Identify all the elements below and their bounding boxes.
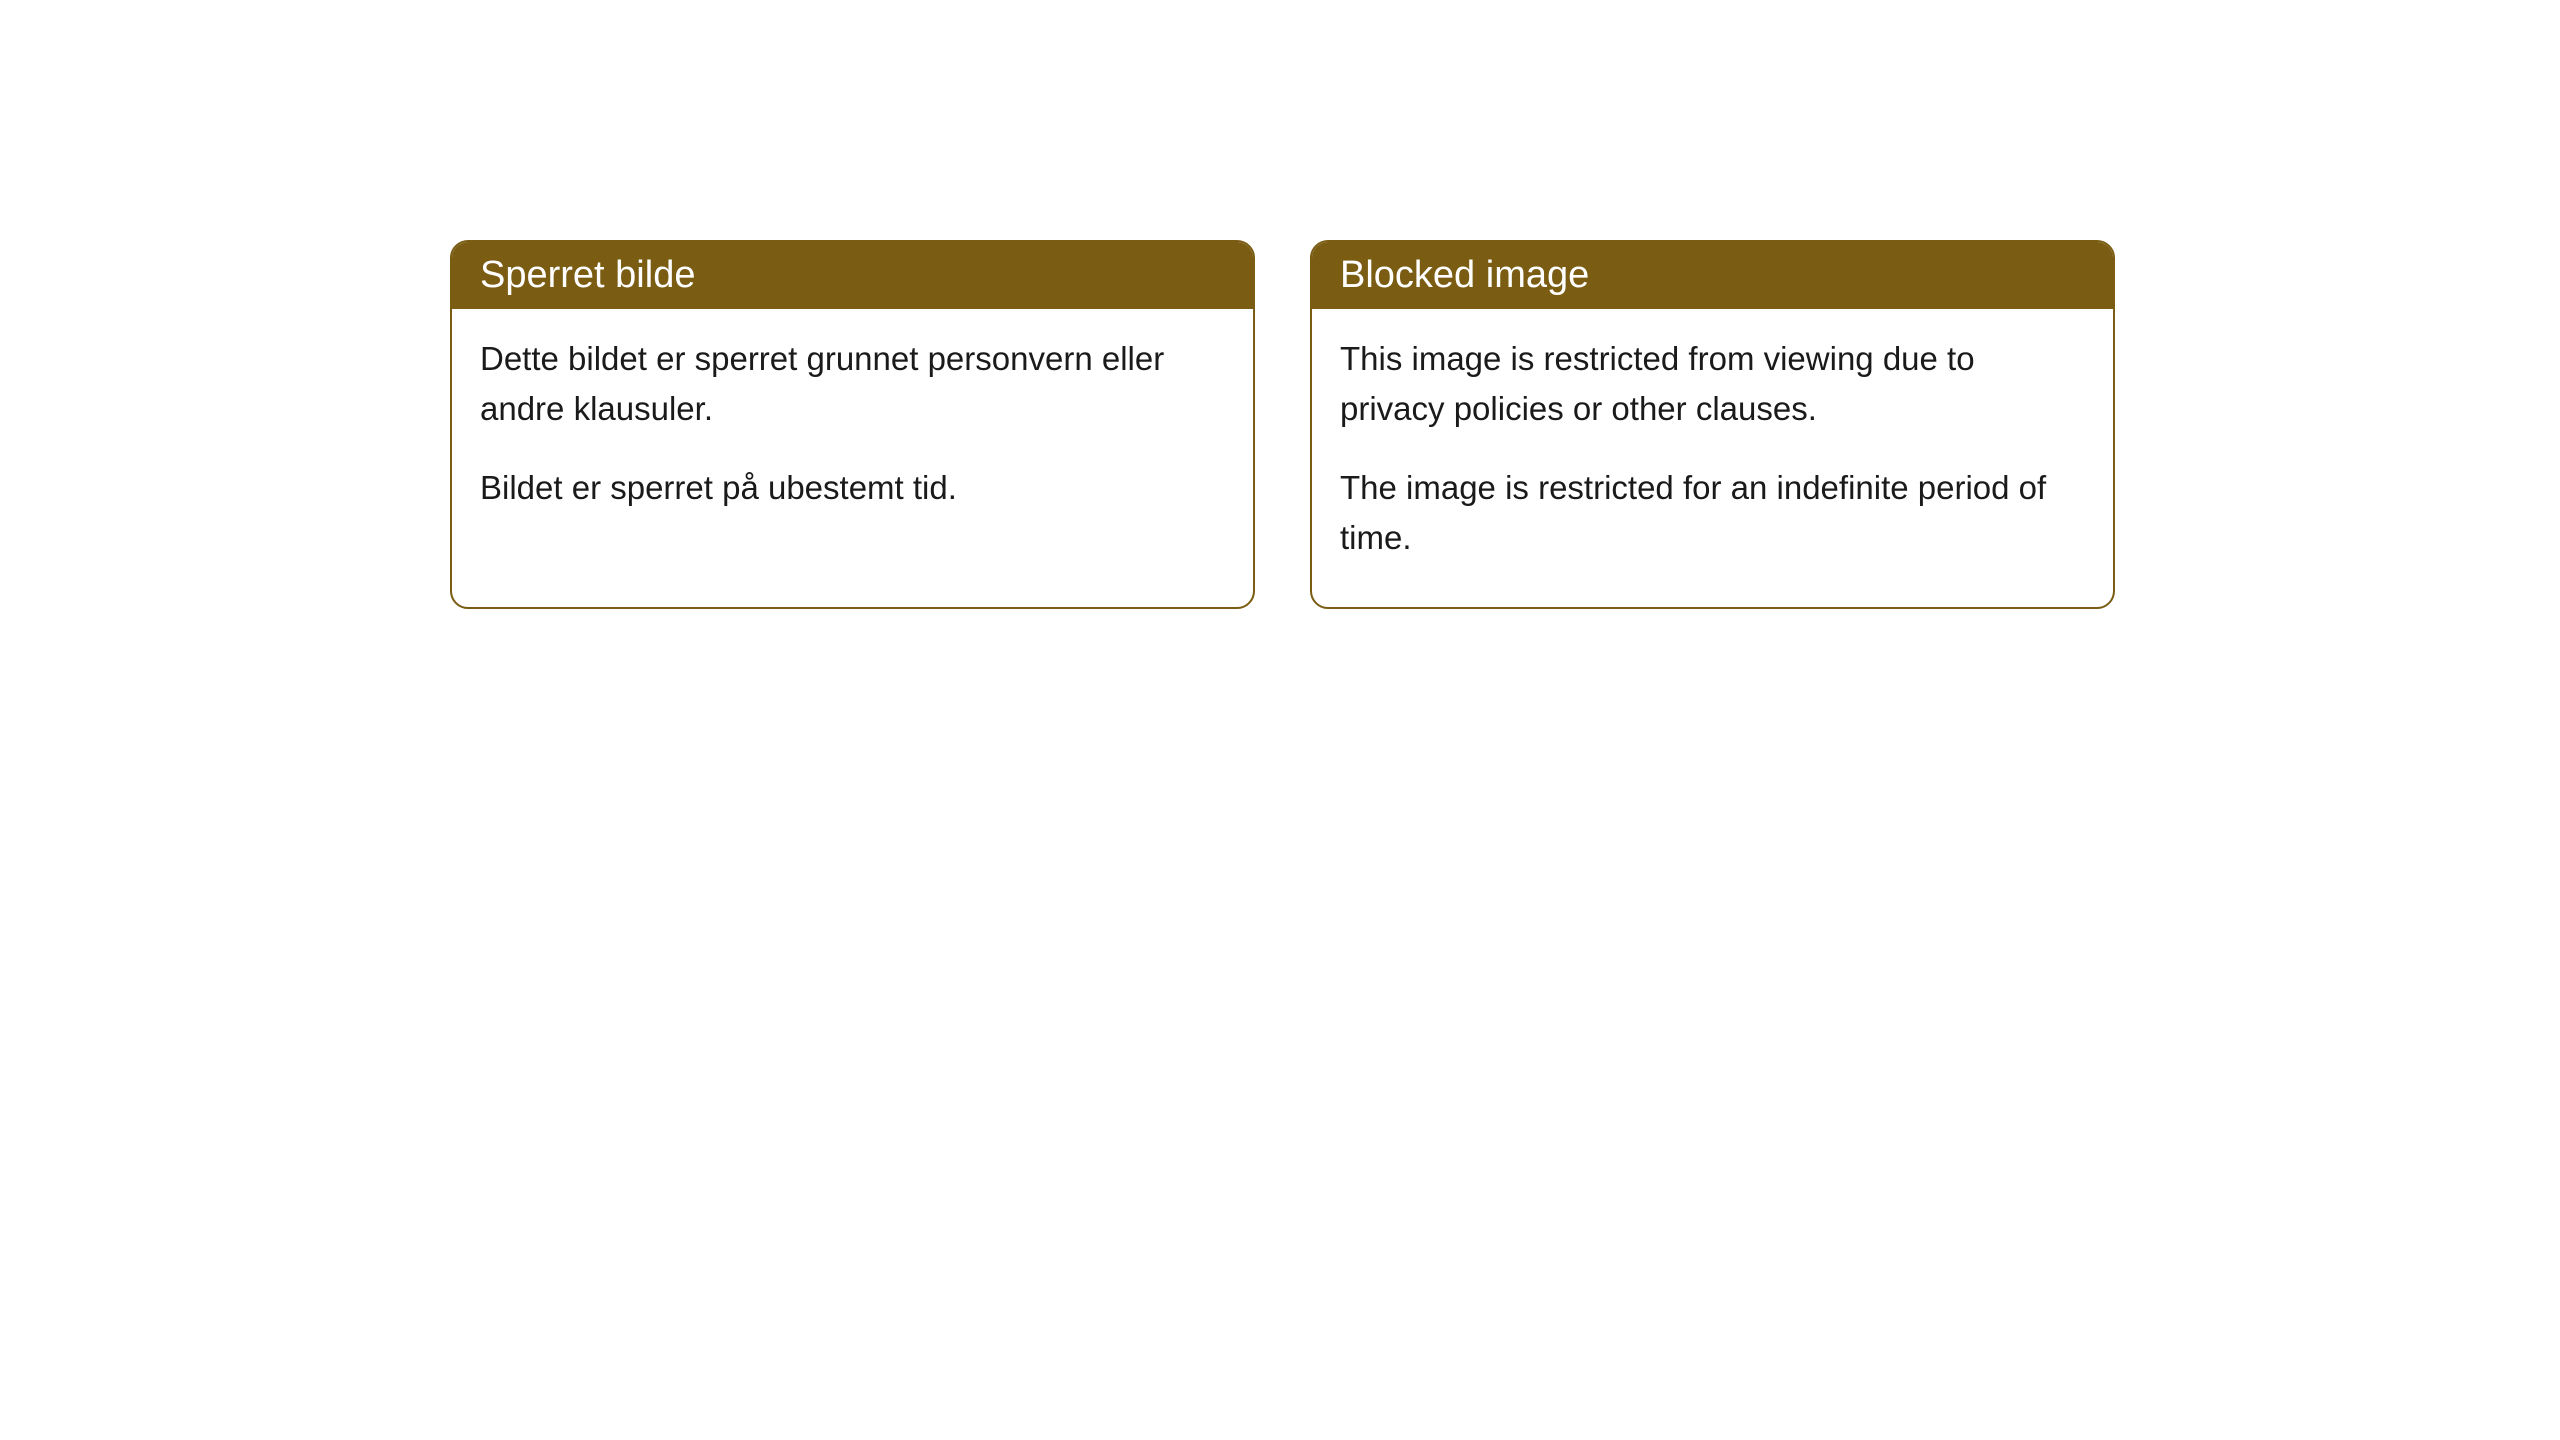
card-paragraph-1-norwegian: Dette bildet er sperret grunnet personve… <box>480 334 1225 433</box>
card-body-english: This image is restricted from viewing du… <box>1312 309 2113 607</box>
blocked-image-card-english: Blocked image This image is restricted f… <box>1310 240 2115 609</box>
blocked-image-card-norwegian: Sperret bilde Dette bildet er sperret gr… <box>450 240 1255 609</box>
notice-cards-container: Sperret bilde Dette bildet er sperret gr… <box>450 240 2115 609</box>
card-paragraph-1-english: This image is restricted from viewing du… <box>1340 334 2085 433</box>
card-header-english: Blocked image <box>1312 242 2113 309</box>
card-paragraph-2-english: The image is restricted for an indefinit… <box>1340 463 2085 562</box>
card-title-english: Blocked image <box>1340 254 1589 296</box>
card-title-norwegian: Sperret bilde <box>480 254 695 296</box>
card-paragraph-2-norwegian: Bildet er sperret på ubestemt tid. <box>480 463 1225 513</box>
card-body-norwegian: Dette bildet er sperret grunnet personve… <box>452 309 1253 558</box>
card-header-norwegian: Sperret bilde <box>452 242 1253 309</box>
